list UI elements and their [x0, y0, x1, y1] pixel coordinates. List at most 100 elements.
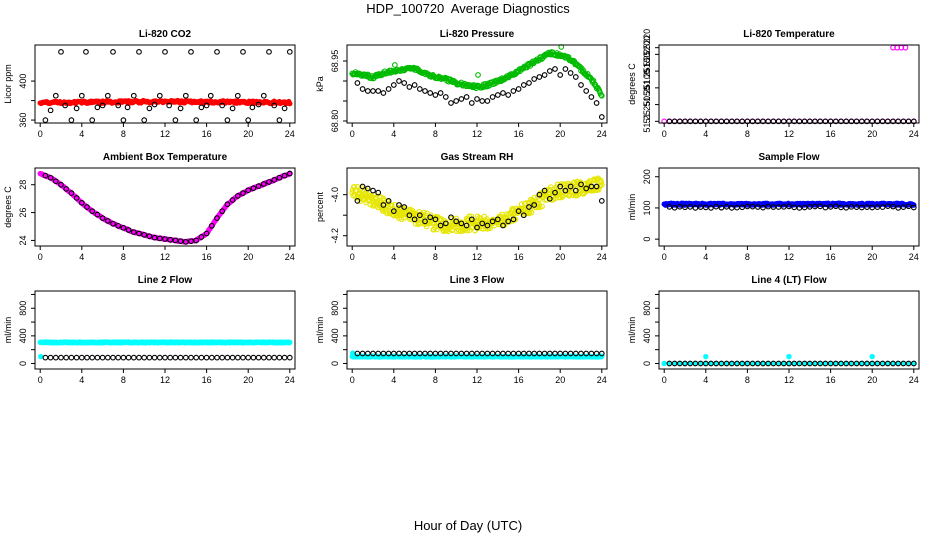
- data-point: [874, 360, 881, 367]
- data-point: [276, 174, 283, 181]
- y-tick-label: 400: [18, 328, 28, 343]
- y-tick-label: 100: [642, 200, 652, 215]
- panel-title: Line 3 Flow: [450, 275, 505, 286]
- data-point: [676, 360, 683, 367]
- y-tick-label: 51.25100: [642, 69, 652, 107]
- data-point: [453, 218, 460, 225]
- data-point: [671, 204, 678, 211]
- data-point: [687, 204, 694, 210]
- data-point: [78, 92, 85, 99]
- data-point: [822, 204, 829, 211]
- data-point: [879, 204, 886, 210]
- data-point: [567, 70, 574, 76]
- data-point: [728, 118, 735, 125]
- data-point: [124, 104, 131, 111]
- data-points: [37, 48, 293, 123]
- data-point: [359, 350, 366, 357]
- data-point: [718, 360, 725, 367]
- panel-ambient-box-temperature: Ambient Box Temperature degrees C 0 4 8 12 16 2…: [3, 152, 296, 262]
- data-point: [843, 118, 850, 125]
- data-point: [146, 233, 153, 240]
- data-point: [182, 238, 189, 245]
- data-point: [520, 82, 527, 88]
- x-tick-label: 0: [350, 252, 355, 262]
- data-point: [286, 170, 293, 177]
- data-point: [702, 360, 709, 367]
- data-point: [120, 117, 127, 123]
- data-point: [99, 215, 106, 221]
- data-point: [817, 360, 824, 367]
- data-point: [749, 203, 756, 210]
- data-point: [151, 234, 158, 241]
- y-axis-label: ml/min: [627, 194, 637, 221]
- y-tick-label: 400: [330, 328, 340, 343]
- data-point: [94, 354, 101, 361]
- data-point: [562, 66, 569, 72]
- data-point: [718, 118, 725, 125]
- data-point: [401, 204, 408, 210]
- data-point: [453, 98, 460, 104]
- data-point: [801, 118, 808, 125]
- data-point: [567, 183, 574, 190]
- data-point: [364, 185, 371, 192]
- data-point: [73, 105, 80, 112]
- data-point: [234, 92, 241, 99]
- data-point: [734, 360, 740, 367]
- data-point: [666, 118, 673, 125]
- data-point: [801, 204, 808, 211]
- data-point: [416, 350, 423, 357]
- panel-li820-pressure: Li-820 Pressure kPa 0 4 8 12 16 20 24 68.80 68.95: [315, 29, 608, 139]
- data-point: [151, 354, 158, 361]
- data-points: [349, 44, 605, 120]
- data-point: [422, 350, 428, 357]
- data-point: [754, 360, 761, 367]
- data-point: [349, 187, 356, 193]
- data-point: [754, 118, 761, 125]
- data-point: [390, 82, 397, 88]
- x-tick-label: 12: [160, 375, 170, 385]
- panel-li820-co2: Li-820 CO2 Licor ppm 0 4 8 12 16 20 24 360 400: [3, 29, 296, 139]
- data-point: [500, 90, 506, 96]
- data-point: [115, 102, 122, 109]
- data-point: [791, 204, 798, 211]
- data-point: [468, 213, 475, 220]
- data-point: [572, 187, 579, 194]
- x-tick-label: 4: [391, 252, 396, 262]
- y-axis-label: Licor ppm: [3, 64, 13, 104]
- data-point: [578, 82, 584, 88]
- data-point: [63, 354, 70, 361]
- data-point: [484, 222, 491, 229]
- data-point: [219, 208, 226, 215]
- data-point: [578, 350, 584, 357]
- data-point: [78, 199, 85, 206]
- x-tick-label: 8: [121, 375, 126, 385]
- x-tick-label: 20: [867, 375, 877, 385]
- data-point: [598, 92, 604, 98]
- data-point: [780, 360, 787, 367]
- data-point: [770, 360, 777, 367]
- data-point: [120, 225, 127, 231]
- data-points: [661, 44, 917, 125]
- data-point: [593, 100, 600, 106]
- data-point: [255, 101, 262, 108]
- data-point: [396, 78, 402, 84]
- x-tick-label: 20: [243, 129, 253, 139]
- data-point: [598, 182, 605, 188]
- data-point: [754, 204, 761, 210]
- plot-frame: [658, 44, 920, 124]
- data-point: [786, 203, 792, 210]
- data-points: [661, 200, 917, 211]
- data-point: [692, 205, 699, 211]
- y-axis-label: degrees C: [627, 63, 637, 105]
- data-point: [588, 183, 595, 190]
- data-point: [827, 360, 834, 367]
- data-point: [266, 179, 272, 185]
- panel-title: Line 4 (LT) Flow: [751, 275, 827, 286]
- data-point: [734, 118, 740, 125]
- data-point: [567, 350, 574, 357]
- data-point: [286, 48, 293, 55]
- y-tick-label: 51.25: [642, 110, 652, 133]
- y-tick-label: 400: [18, 74, 28, 89]
- y-tick-label: 0: [642, 361, 652, 366]
- data-point: [739, 118, 746, 125]
